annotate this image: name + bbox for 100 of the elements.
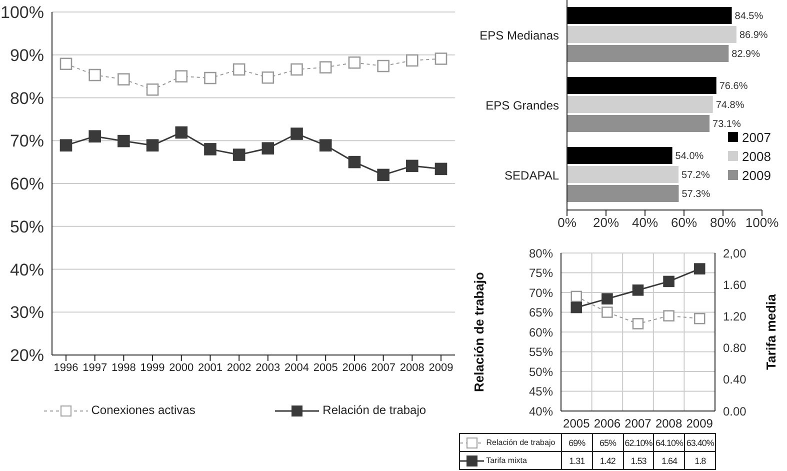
point: [632, 318, 644, 330]
data-label: 65%: [592, 434, 624, 452]
data-label: 84.5%: [734, 11, 764, 22]
point: [406, 54, 418, 67]
bar: [567, 115, 710, 132]
point: [377, 60, 390, 72]
point: [406, 160, 418, 172]
x-tick-label: 2007: [371, 362, 396, 374]
data-label: 1.42: [592, 452, 624, 470]
data-label: 1.53: [623, 452, 654, 470]
y-tick-label: 45%: [528, 384, 554, 399]
legend-label: 2007: [742, 130, 771, 145]
y-tick-label: 60%: [528, 325, 554, 340]
data-label: 82.9%: [732, 49, 760, 60]
x-tick-label: 1999: [140, 362, 165, 374]
bar: [567, 166, 679, 183]
x-tick-label: 40%: [632, 215, 658, 230]
y-tick-label: EPS Medianas: [480, 28, 559, 42]
data-label: 62.10%: [623, 434, 654, 452]
data-label: 1.64: [654, 452, 685, 470]
y-tick-label: 100%: [0, 3, 44, 22]
x-tick-label: 80%: [710, 215, 736, 230]
data-label: 73.1%: [712, 119, 742, 130]
point: [570, 290, 582, 302]
point: [60, 139, 72, 152]
x-tick-label: 2006: [342, 362, 367, 374]
x-tick-label: 2008: [655, 416, 682, 431]
x-tick-label: 2000: [169, 362, 194, 374]
bar: [567, 96, 713, 113]
point: [88, 130, 101, 142]
data-label: 1.8: [684, 452, 716, 470]
point: [175, 126, 188, 139]
legend-label: 2008: [741, 148, 771, 166]
y-tick-label: 50%: [10, 217, 44, 236]
y2-tick-label: 0.40: [723, 372, 747, 387]
point: [694, 263, 706, 274]
legend-label: Tarifa mixta: [460, 452, 562, 470]
point: [175, 70, 188, 82]
y-tick-label: 40%: [10, 260, 44, 280]
y-tick-label: 40%: [528, 404, 554, 418]
x-tick-label: 1996: [54, 362, 78, 374]
point: [694, 312, 706, 324]
y-tick-label: EPS Grandes: [486, 98, 559, 112]
point: [262, 142, 274, 154]
bar: [567, 7, 732, 24]
y2-tick-label: 2,00: [723, 246, 747, 260]
y-tick-label: 70%: [528, 286, 554, 300]
legend-label: Relación de trabajo: [322, 403, 426, 417]
point: [118, 73, 130, 86]
point: [602, 306, 613, 318]
data-label: 63.40%: [684, 434, 716, 452]
x-tick-label: 2007: [624, 416, 652, 431]
point: [118, 134, 130, 148]
point: [602, 293, 613, 304]
y2-tick-label: 0.00: [723, 404, 747, 418]
y2-tick-label: 1.20: [723, 309, 747, 324]
point: [663, 310, 674, 322]
point: [204, 143, 216, 156]
bar: [567, 26, 736, 43]
x-tick-label: 2009: [686, 416, 714, 431]
x-tick-label: 2009: [428, 362, 454, 374]
y2-axis-title: Tarifa media: [764, 293, 779, 370]
y-tick-label: 80%: [10, 88, 44, 108]
y-tick-label: 55%: [528, 345, 554, 360]
x-tick-label: 2001: [198, 362, 222, 374]
x-tick-label: 2003: [256, 362, 280, 374]
data-label: 74.8%: [716, 100, 744, 112]
data-label: 64.10%: [654, 434, 685, 452]
y-tick-label: 60%: [10, 174, 44, 194]
bar: [567, 45, 729, 62]
point: [570, 302, 582, 314]
data-label: 86.9%: [739, 30, 768, 42]
y2-tick-label: 0.80: [723, 341, 747, 356]
x-tick-label: 20%: [592, 215, 620, 230]
point: [663, 276, 674, 288]
x-tick-label: 1997: [82, 362, 108, 374]
x-tick-label: 1998: [111, 362, 136, 374]
point: [146, 83, 159, 96]
point: [290, 128, 303, 140]
bar: [567, 147, 672, 164]
point: [232, 63, 246, 76]
data-label: 76.6%: [719, 81, 748, 92]
x-tick-label: 2008: [400, 362, 424, 374]
point: [377, 168, 390, 182]
data-label: 69%: [562, 434, 592, 452]
point: [290, 63, 303, 76]
point: [319, 61, 332, 74]
x-tick-label: 2006: [594, 416, 621, 431]
y-tick-label: 30%: [10, 303, 44, 322]
x-tick-label: 2005: [563, 416, 590, 431]
point: [204, 72, 216, 84]
legend-label: 2009: [741, 167, 771, 185]
x-tick-label: 2005: [313, 362, 338, 374]
data-label: 57.2%: [682, 170, 710, 182]
point: [348, 156, 361, 168]
x-tick-label: 2004: [284, 362, 310, 374]
data-label: 1.31: [562, 452, 592, 470]
point: [88, 68, 101, 82]
x-tick-label: 0%: [558, 215, 577, 230]
y-tick-label: 50%: [528, 364, 554, 379]
